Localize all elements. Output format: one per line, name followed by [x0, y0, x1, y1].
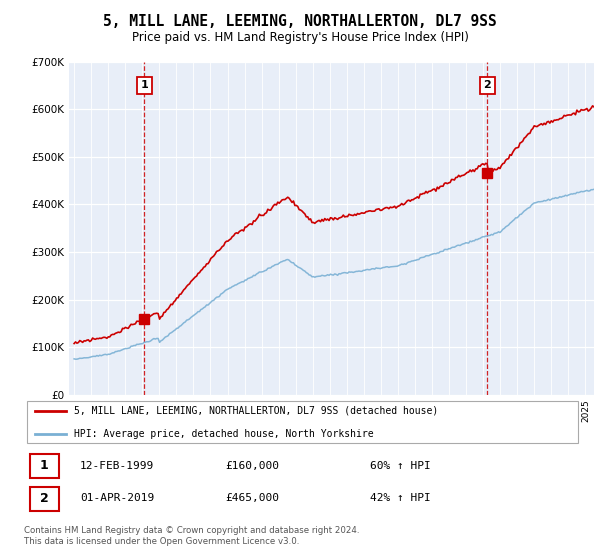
Text: 42% ↑ HPI: 42% ↑ HPI	[370, 493, 431, 503]
Text: 60% ↑ HPI: 60% ↑ HPI	[370, 461, 431, 471]
Text: 5, MILL LANE, LEEMING, NORTHALLERTON, DL7 9SS: 5, MILL LANE, LEEMING, NORTHALLERTON, DL…	[103, 14, 497, 29]
Text: HPI: Average price, detached house, North Yorkshire: HPI: Average price, detached house, Nort…	[74, 429, 374, 438]
FancyBboxPatch shape	[27, 401, 578, 444]
Text: 1: 1	[40, 459, 49, 472]
Text: 5, MILL LANE, LEEMING, NORTHALLERTON, DL7 9SS (detached house): 5, MILL LANE, LEEMING, NORTHALLERTON, DL…	[74, 406, 439, 416]
FancyBboxPatch shape	[29, 454, 59, 478]
Text: 2: 2	[484, 81, 491, 90]
Text: 12-FEB-1999: 12-FEB-1999	[80, 461, 154, 471]
Text: 01-APR-2019: 01-APR-2019	[80, 493, 154, 503]
Text: Contains HM Land Registry data © Crown copyright and database right 2024.
This d: Contains HM Land Registry data © Crown c…	[24, 526, 359, 546]
Text: £465,000: £465,000	[225, 493, 279, 503]
Text: £160,000: £160,000	[225, 461, 279, 471]
FancyBboxPatch shape	[29, 487, 59, 511]
Text: 2: 2	[40, 492, 49, 505]
Text: Price paid vs. HM Land Registry's House Price Index (HPI): Price paid vs. HM Land Registry's House …	[131, 31, 469, 44]
Text: 1: 1	[140, 81, 148, 90]
